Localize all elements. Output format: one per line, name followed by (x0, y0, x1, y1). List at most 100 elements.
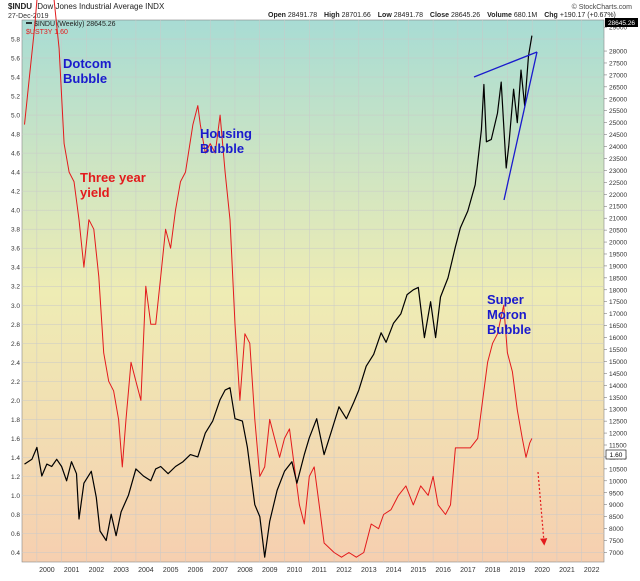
right-tick-label: 15000 (609, 359, 627, 366)
x-axis: 2000 2001 2002 2003 2004 2005 2006 2007 2008 2009… (39, 567, 600, 574)
right-tick-label: 25500 (609, 108, 627, 115)
right-tick-label: 27500 (609, 60, 627, 67)
left-tick-label: 2.8 (11, 322, 20, 329)
annotation-super-moron-line2: Moron (487, 307, 527, 322)
x-tick-label: 2004 (138, 567, 154, 574)
left-tick-label: 4.6 (11, 151, 20, 158)
right-tick-label: 27000 (609, 72, 627, 79)
wedge-top-line (473, 51, 538, 78)
right-tick-label: 26000 (609, 96, 627, 103)
right-tick-label: 10500 (609, 466, 627, 473)
left-tick-label: 2.0 (11, 398, 20, 405)
right-tick-label: 16500 (609, 323, 627, 330)
right-tick-label: 13000 (609, 407, 627, 414)
legend-indu-label: $INDU (Weekly) 28645.26 (34, 21, 116, 28)
left-tick-label: 0.6 (11, 531, 20, 538)
annotation-dotcom-line1: Dotcom (63, 56, 111, 71)
right-tick-label: 21500 (609, 204, 627, 211)
right-tick-label: 22500 (609, 180, 627, 187)
plot-area (21, 19, 605, 563)
left-tick-label: 3.4 (11, 265, 20, 272)
header-ohlc: Open 28491.78 High 28701.66 Low 28491.78 Cl… (268, 12, 616, 19)
x-tick-label: 2015 (411, 567, 427, 574)
left-tick-label: 5.0 (11, 113, 20, 120)
left-tick-label: 1.6 (11, 436, 20, 443)
right-axis: 29000 28000 27500 27000 26500 26000 25500 25000… (604, 25, 627, 557)
x-tick-label: 2017 (460, 567, 476, 574)
right-tick-label: 8500 (609, 514, 624, 521)
right-tick-label: 18000 (609, 287, 627, 294)
right-tick-label: 14500 (609, 371, 627, 378)
right-tick-label: 16000 (609, 335, 627, 342)
x-tick-label: 2013 (361, 567, 377, 574)
left-tick-label: 0.8 (11, 512, 20, 519)
right-tick-label: 8000 (609, 526, 624, 533)
x-tick-label: 2003 (113, 567, 129, 574)
left-tick-label: 5.6 (11, 56, 20, 63)
annotation-dotcom-line2: Bubble (63, 71, 107, 86)
left-tick-label: 2.2 (11, 379, 20, 386)
right-tick-label: 22000 (609, 192, 627, 199)
left-tick-label: 1.8 (11, 417, 20, 424)
annotation-super-moron-line1: Super (487, 292, 524, 307)
right-tick-label: 12000 (609, 431, 627, 438)
yield-series-line (24, 0, 533, 558)
x-tick-label: 2014 (386, 567, 402, 574)
right-tick-label: 17000 (609, 311, 627, 318)
annotation-housing-line2: Bubble (200, 141, 244, 156)
x-tick-label: 2007 (212, 567, 228, 574)
left-tick-label: 4.0 (11, 208, 20, 215)
left-tick-label: 0.4 (11, 550, 20, 557)
x-tick-label: 2000 (39, 567, 55, 574)
right-tick-label: 10000 (609, 478, 627, 485)
left-tick-label: 3.2 (11, 284, 20, 291)
last-value-tag-indu: 28645.26 (605, 18, 638, 27)
right-tick-label: 20000 (609, 240, 627, 247)
header-symbol: $INDU Dow Jones Industrial Average INDX (8, 2, 165, 11)
stockcharts-watermark: © StockCharts.com (572, 3, 633, 11)
x-tick-label: 2002 (89, 567, 105, 574)
annotation-housing-line1: Housing (200, 126, 252, 141)
left-tick-label: 3.8 (11, 227, 20, 234)
legend: $INDU (Weekly) 28645.26 $UST3Y 1.60 (26, 21, 116, 36)
right-tick-label: 24500 (609, 132, 627, 139)
right-tick-label: 20500 (609, 228, 627, 235)
left-tick-label: 4.4 (11, 170, 20, 177)
wedge-bottom-line (503, 51, 538, 201)
left-tick-label: 1.0 (11, 493, 20, 500)
x-tick-label: 2011 (312, 567, 327, 574)
right-tick-label: 19000 (609, 263, 627, 270)
svg-text:1.60: 1.60 (610, 452, 623, 459)
right-tick-label: 24000 (609, 144, 627, 151)
annotation-three-year-line2: yield (80, 185, 110, 200)
right-tick-label: 21000 (609, 216, 627, 223)
left-tick-label: 3.6 (11, 246, 20, 253)
left-tick-label: 2.4 (11, 360, 20, 367)
left-tick-label: 2.6 (11, 341, 20, 348)
x-tick-label: 2005 (163, 567, 179, 574)
left-tick-label: 1.2 (11, 474, 20, 481)
x-tick-label: 2001 (64, 567, 80, 574)
left-tick-label: 5.2 (11, 94, 20, 101)
x-tick-label: 2016 (435, 567, 451, 574)
left-tick-label: 5.4 (11, 75, 20, 82)
x-tick-label: 2018 (485, 567, 501, 574)
left-axis: 5.8 5.6 5.4 5.2 5.0 4.8 4.6 4.4 4.2 4.0 3.8 3.6 3.4 3… (11, 37, 20, 557)
right-tick-label: 9000 (609, 502, 624, 509)
indu-series-line (24, 35, 533, 558)
x-tick-label: 2020 (534, 567, 550, 574)
right-tick-label: 19500 (609, 251, 627, 258)
right-tick-label: 26500 (609, 84, 627, 91)
left-tick-label: 5.8 (11, 37, 20, 44)
right-tick-label: 29000 (609, 25, 627, 32)
right-tick-label: 25000 (609, 120, 627, 127)
right-tick-label: 18500 (609, 275, 627, 282)
x-tick-label: 2008 (237, 567, 253, 574)
x-tick-label: 2019 (510, 567, 526, 574)
right-tick-label: 9500 (609, 490, 624, 497)
right-tick-label: 14000 (609, 383, 627, 390)
left-tick-label: 3.0 (11, 303, 20, 310)
right-tick-label: 23500 (609, 156, 627, 163)
